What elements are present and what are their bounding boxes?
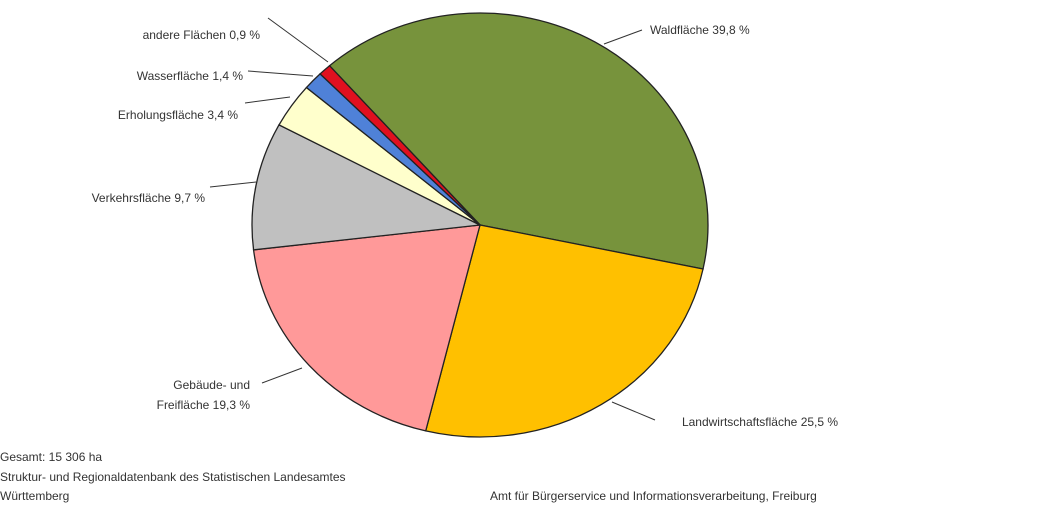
value-label: 19,3 %	[212, 398, 250, 412]
category-label: Landwirtschaftsfläche	[681, 415, 798, 429]
value-label: 9,7 %	[174, 191, 205, 205]
slice-label: Wasserfläche 1,4 %	[5, 66, 243, 86]
pie-slice	[424, 224, 704, 438]
category-label: Gebäude- und Freifläche	[156, 378, 250, 412]
category-label: Wasserfläche	[136, 69, 209, 83]
value-label: 0,9 %	[229, 28, 260, 42]
slice-label: andere Flächen 0,9 %	[5, 25, 260, 45]
leader-line	[603, 29, 643, 45]
slice-label: Verkehrsfläche 9,7 %	[5, 188, 205, 208]
category-label: Verkehrsfläche	[91, 191, 171, 205]
pie-slice	[251, 124, 483, 251]
credit: Amt für Bürgerservice und Informationsve…	[490, 489, 817, 503]
slice-label: Gebäude- und Freifläche 19,3 %	[135, 375, 250, 415]
category-label: Waldfläche	[650, 23, 709, 37]
slice-label: Erholungsfläche 3,4 %	[5, 105, 238, 125]
pie-slice	[319, 64, 481, 226]
category-label: andere Flächen	[142, 28, 226, 42]
slice-label: Waldfläche 39,8 %	[650, 20, 850, 40]
pie-slice	[328, 12, 709, 270]
value-label: 3,4 %	[207, 108, 238, 122]
value-label: 25,5 %	[800, 415, 839, 429]
leader-line	[209, 181, 257, 188]
source: Württemberg	[0, 489, 70, 503]
value-label: 39,8 %	[712, 23, 750, 37]
leader-line	[244, 96, 291, 104]
leader-line	[247, 70, 314, 77]
leader-line	[261, 367, 303, 384]
value-label: 1,4 %	[212, 69, 243, 83]
pie-slice	[252, 224, 481, 432]
leader-line	[611, 401, 656, 421]
slice-label: Landwirtschaftsfläche 25,5 %	[660, 412, 860, 432]
source: Struktur- und Regionaldatenbank des Stat…	[0, 470, 346, 484]
total-note: Gesamt: 15 306 ha	[0, 450, 103, 464]
leader-line	[267, 17, 329, 63]
category-label: Erholungsfläche	[117, 108, 204, 122]
